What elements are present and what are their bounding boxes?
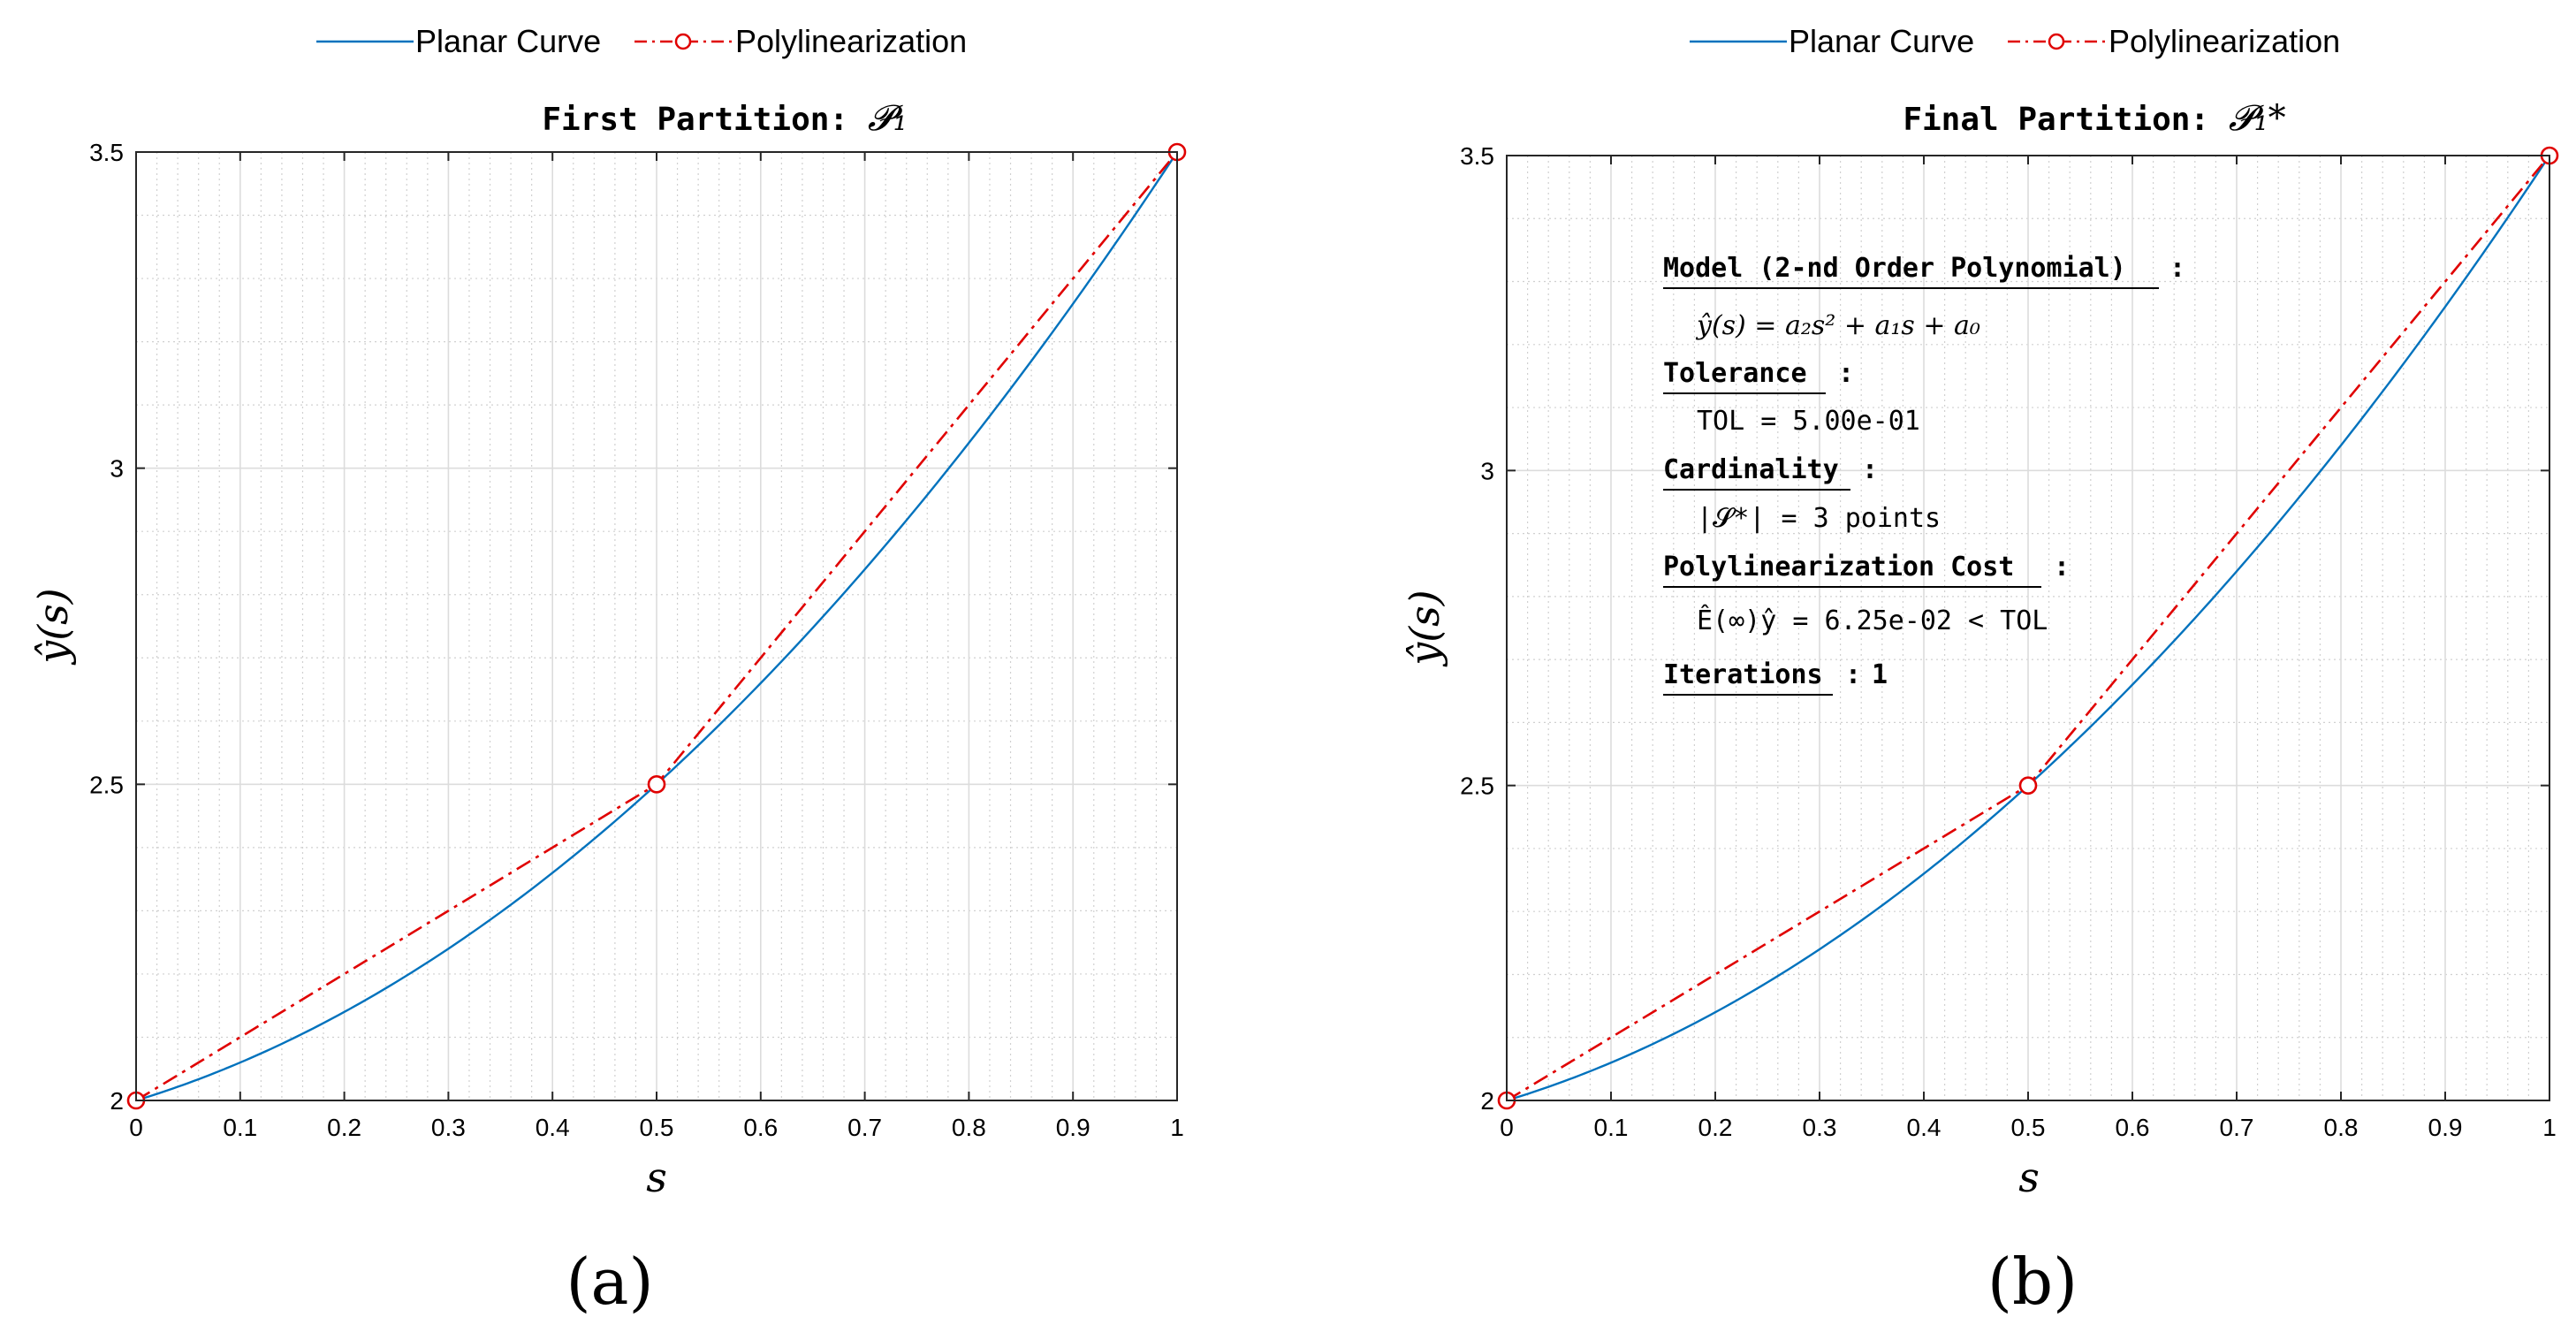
chart-panel-b: Planar Curve Polylinearization Final Par… xyxy=(1401,23,2559,1319)
ticks-b: 0 0.1 0.2 0.3 0.4 0.5 0.6 0.7 0.8 0.9 1 2 2.5 3 3.5 xyxy=(1460,142,2557,1141)
y-tick-label: 3.5 xyxy=(89,139,124,166)
chart-title-a: First Partition: 𝓟₁ xyxy=(542,98,907,139)
annotation-model-head: Model (2-nd Order Polynomial) xyxy=(1663,253,2126,284)
legend-marker-polylinearization xyxy=(674,33,692,50)
data-point xyxy=(2018,776,2038,795)
legend-marker-polylinearization xyxy=(2048,33,2065,50)
annotation-cardinality-sep: : xyxy=(1862,454,1878,485)
y-axis-label-b: ŷ(s) xyxy=(1401,590,1448,667)
x-tick-label: 0 xyxy=(129,1114,143,1141)
annotation-tolerance-value: TOL = 5.00e-01 xyxy=(1697,406,1920,437)
annotation-box: Model (2-nd Order Polynomial) : ŷ(s) = a… xyxy=(1663,253,2185,696)
legend-label-polylinearization: Polylinearization xyxy=(735,23,967,59)
x-axis-label-b: s xyxy=(2018,1153,2040,1201)
annotation-iterations-head: Iterations xyxy=(1663,659,1823,690)
x-tick-label: 0.6 xyxy=(2116,1114,2150,1141)
y-tick-label: 2.5 xyxy=(1460,773,1494,800)
annotation-cost-head: Polylinearization Cost xyxy=(1663,552,2014,582)
annotation-iterations-value: 1 xyxy=(1872,659,1888,690)
legend-label-planar-curve: Planar Curve xyxy=(415,23,601,59)
x-tick-label: 0.5 xyxy=(640,1114,674,1141)
y-tick-label: 2 xyxy=(110,1087,124,1115)
annotation-cardinality-head: Cardinality xyxy=(1663,454,1839,485)
chart-title-b: Final Partition: 𝓟₁* xyxy=(1903,98,2285,139)
x-tick-label: 0.2 xyxy=(1698,1114,1733,1141)
annotation-tolerance-sep: : xyxy=(1838,358,1854,389)
x-tick-label: 0.5 xyxy=(2011,1114,2046,1141)
x-tick-label: 0.3 xyxy=(1803,1114,1837,1141)
data-point xyxy=(647,775,666,794)
annotation-model-sep: : xyxy=(2169,253,2185,284)
annotation-tolerance-head: Tolerance xyxy=(1663,358,1807,389)
y-tick-label: 2.5 xyxy=(89,771,124,798)
y-axis-label-a: ŷ(s) xyxy=(29,588,77,666)
legend-a: Planar Curve Polylinearization xyxy=(316,23,967,59)
annotation-cardinality-value: |𝓢*| = 3 points xyxy=(1697,503,1941,534)
y-tick-label: 3.5 xyxy=(1460,142,1494,170)
x-tick-label: 0.1 xyxy=(223,1114,257,1141)
x-tick-label: 0.4 xyxy=(536,1114,570,1141)
x-tick-label: 0.1 xyxy=(1594,1114,1629,1141)
y-tick-label: 3 xyxy=(110,455,124,483)
annotation-cost-value: Ê(∞)ŷ = 6.25e-02 < TOL xyxy=(1697,605,2048,636)
panel-label-a: (a) xyxy=(566,1245,653,1319)
x-tick-label: 1 xyxy=(2542,1114,2557,1141)
x-tick-label: 0.9 xyxy=(1056,1114,1090,1141)
chart-title-a-math: 𝓟₁ xyxy=(868,98,908,139)
chart-title-a-text: First Partition: xyxy=(542,102,867,138)
chart-title-b-math: 𝓟₁* xyxy=(2229,98,2286,139)
x-tick-label: 0.2 xyxy=(327,1114,361,1141)
x-tick-label: 0.3 xyxy=(431,1114,466,1141)
x-tick-label: 0.7 xyxy=(2220,1114,2254,1141)
y-tick-label: 3 xyxy=(1480,457,1494,484)
ticks-a: 0 0.1 0.2 0.3 0.4 0.5 0.6 0.7 0.8 0.9 1 2 2.5 3 3.5 xyxy=(89,139,1184,1141)
annotation-iterations-sep: : xyxy=(1845,659,1861,690)
legend-b: Planar Curve Polylinearization xyxy=(1690,23,2340,59)
series-group-b xyxy=(1497,146,2559,1110)
x-tick-label: 0 xyxy=(1500,1114,1514,1141)
y-tick-label: 2 xyxy=(1480,1087,1494,1115)
x-tick-label: 0.8 xyxy=(952,1114,986,1141)
annotation-model-equation: ŷ(s) = a₂s² + a₁s + a₀ xyxy=(1695,310,1980,341)
panel-label-b: (b) xyxy=(1987,1245,2078,1319)
chart-panel-a: Planar Curve Polylinearization First Par… xyxy=(29,23,1187,1319)
legend-label-polylinearization: Polylinearization xyxy=(2109,23,2340,59)
x-tick-label: 0.7 xyxy=(847,1114,882,1141)
x-tick-label: 0.6 xyxy=(743,1114,778,1141)
legend-label-planar-curve: Planar Curve xyxy=(1789,23,1974,59)
annotation-cost-sep: : xyxy=(2054,552,2070,582)
x-tick-label: 0.9 xyxy=(2428,1114,2463,1141)
chart-title-b-text: Final Partition: xyxy=(1903,102,2228,138)
grid-a xyxy=(135,151,1178,1101)
x-tick-label: 1 xyxy=(1170,1114,1184,1141)
x-tick-label: 0.8 xyxy=(2324,1114,2359,1141)
x-tick-label: 0.4 xyxy=(1907,1114,1941,1141)
x-axis-label-a: s xyxy=(646,1153,667,1201)
